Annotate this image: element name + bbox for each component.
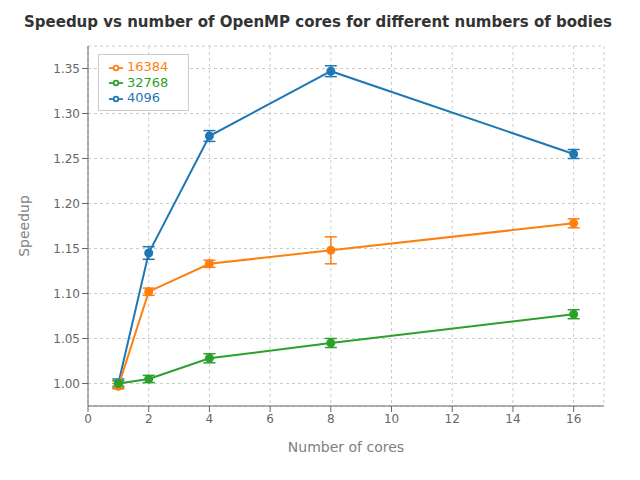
html-text:4096: 4096 <box>127 90 161 105</box>
svg-text:16: 16 <box>566 412 581 426</box>
svg-text:4: 4 <box>206 412 214 426</box>
html-text:16384: 16384 <box>127 59 169 74</box>
svg-text:1.00: 1.00 <box>53 377 80 391</box>
svg-text:Number of cores: Number of cores <box>288 439 404 455</box>
html-text:32768: 32768 <box>127 74 169 90</box>
svg-text:12: 12 <box>445 412 460 426</box>
svg-text:6: 6 <box>266 412 274 426</box>
svg-text:1.35: 1.35 <box>53 62 80 76</box>
svg-text:2: 2 <box>145 412 153 426</box>
svg-text:1.30: 1.30 <box>53 107 80 121</box>
svg-text:1.15: 1.15 <box>53 242 80 256</box>
html-text:Speedup vs number of OpenMP co: Speedup vs number of OpenMP cores for di… <box>24 13 612 31</box>
svg-text:1.10: 1.10 <box>53 287 80 301</box>
svg-text:Speedup: Speedup <box>16 195 32 257</box>
svg-text:8: 8 <box>327 412 335 426</box>
svg-text:14: 14 <box>505 412 520 426</box>
svg-text:10: 10 <box>384 412 399 426</box>
svg-text:1.05: 1.05 <box>53 332 80 346</box>
svg-text:0: 0 <box>84 412 92 426</box>
svg-text:1.25: 1.25 <box>53 152 80 166</box>
svg-text:1.20: 1.20 <box>53 197 80 211</box>
